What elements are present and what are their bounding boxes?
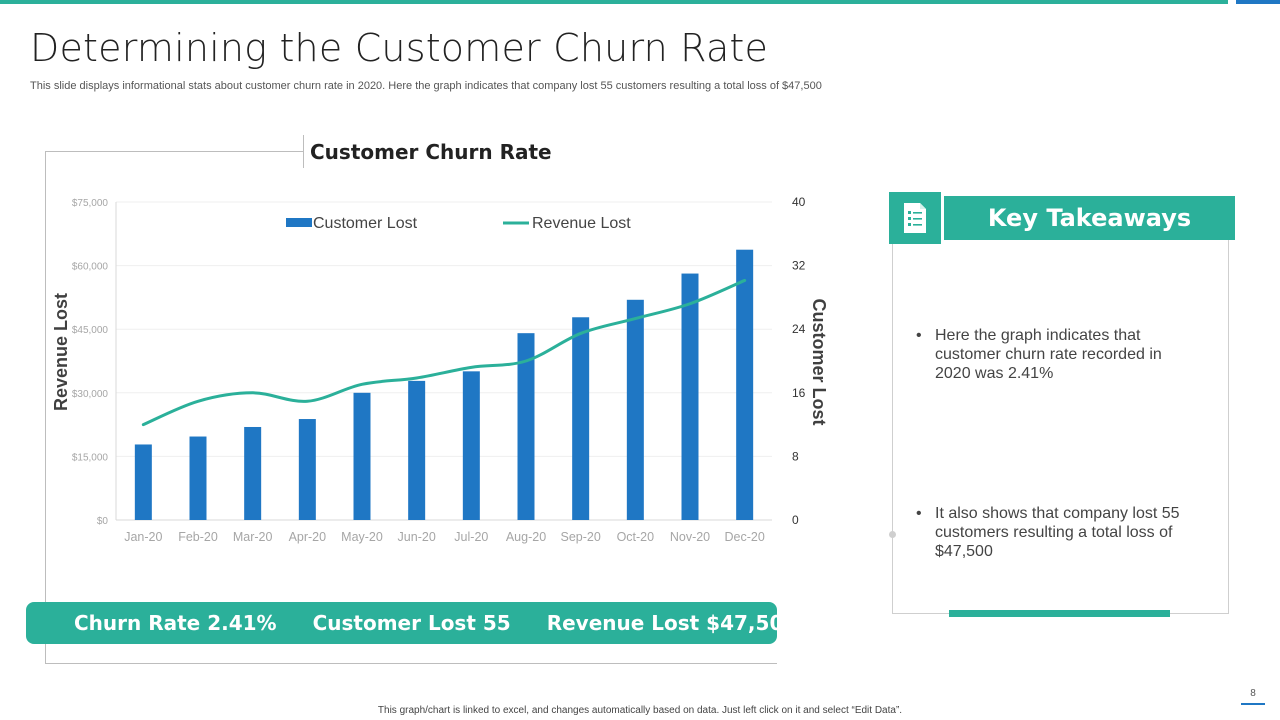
y-right-tick-label: 16 [792,386,806,400]
y-right-axis-title: Customer Lost [809,298,829,425]
chart-title: Customer Churn Rate [310,140,552,164]
bar-customer-lost [244,426,262,520]
takeaway-item: • It also shows that company lost 55 cus… [916,504,1184,561]
takeaway-item: • Here the graph indicates that customer… [916,326,1184,383]
connector-dot [889,531,896,538]
bar-customer-lost [626,299,644,520]
y-left-tick-label: $0 [97,516,109,527]
y-left-tick-label: $15,000 [72,452,109,463]
churn-rate-stat: Churn Rate 2.41% [74,611,277,635]
checklist-document-icon [889,192,941,244]
x-tick-label: Dec-20 [725,530,765,544]
x-tick-label: Mar-20 [233,530,273,544]
y-left-axis-title: Revenue Lost [51,293,71,411]
chart-frame [45,151,777,664]
bar-customer-lost [462,371,480,520]
slide-subtitle: This slide displays informational stats … [30,80,822,92]
bar-customer-lost [408,380,426,520]
y-left-tick-label: $60,000 [72,262,109,273]
page-number: 8 [1250,688,1256,699]
legend-label-customer-lost: Customer Lost [313,215,418,232]
legend-label-revenue-lost: Revenue Lost [532,215,631,232]
bar-customer-lost [298,419,316,520]
top-accent-bar-blue [1236,0,1280,4]
y-left-tick-label: $30,000 [72,389,109,400]
legend-swatch-customer-lost [286,218,312,227]
revenue-lost-stat: Revenue Lost $47,500 [546,611,798,635]
bar-customer-lost [572,317,590,520]
y-right-tick-label: 24 [792,322,806,336]
bar-customer-lost [189,436,207,520]
x-tick-label: Jan-20 [124,530,162,544]
x-tick-label: May-20 [341,530,383,544]
y-right-tick-label: 32 [792,259,806,273]
bullet-icon: • [916,327,922,344]
takeaways-accent-bar [949,610,1170,617]
takeaway-text: It also shows that company lost 55 custo… [935,505,1180,560]
chart-title-divider [303,135,304,168]
x-tick-label: Feb-20 [178,530,218,544]
y-right-tick-label: 8 [792,449,799,463]
slide-title: Determining the Customer Churn Rate [30,26,769,70]
x-tick-label: Sep-20 [561,530,601,544]
x-tick-label: Apr-20 [289,530,327,544]
bar-customer-lost [517,333,535,520]
x-tick-label: Jul-20 [454,530,488,544]
x-tick-label: Jun-20 [398,530,436,544]
bar-customer-lost [353,392,371,520]
page-number-underline [1241,703,1265,705]
footer-note: This graph/chart is linked to excel, and… [377,705,903,716]
y-left-tick-label: $75,000 [72,198,109,209]
top-accent-bar [0,0,1228,4]
bar-customer-lost [134,444,152,520]
stats-bar: Churn Rate 2.41% Customer Lost 55 Revenu… [26,602,797,644]
x-tick-label: Aug-20 [506,530,546,544]
x-tick-label: Nov-20 [670,530,710,544]
bar-customer-lost [736,249,754,520]
chart-frame-top-line [45,151,304,152]
customer-lost-stat: Customer Lost 55 [312,611,511,635]
x-tick-label: Oct-20 [617,530,655,544]
bar-customer-lost [681,273,699,520]
y-left-tick-label: $45,000 [72,325,109,336]
y-right-tick-label: 40 [792,195,806,209]
takeaway-text: Here the graph indicates that customer c… [935,327,1162,382]
y-right-tick-label: 0 [792,513,799,527]
bullet-icon: • [916,505,922,522]
line-revenue-lost [141,278,747,427]
key-takeaways-header: Key Takeaways [944,196,1235,240]
